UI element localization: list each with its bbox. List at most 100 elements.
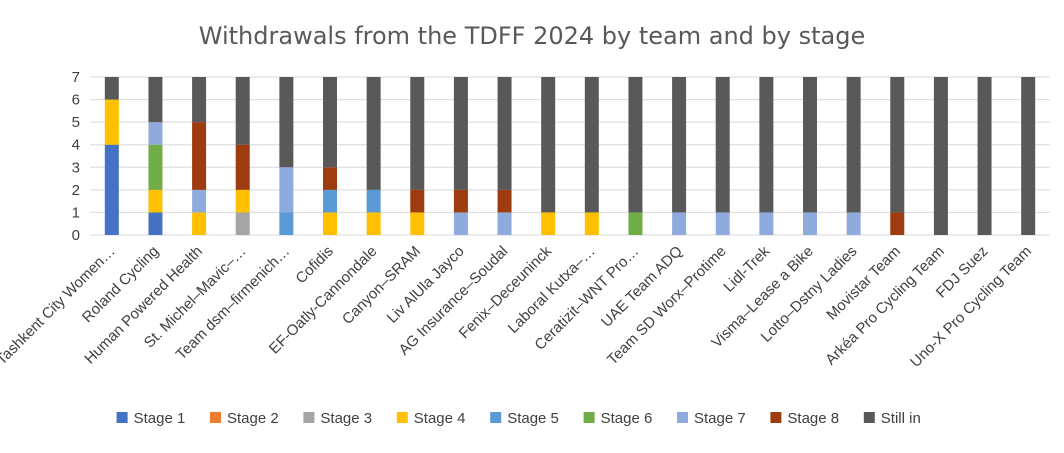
legend-swatch [490, 412, 502, 423]
legend-item: Stage 3 [303, 410, 372, 427]
bar-segment [235, 212, 250, 235]
bar-segment [497, 77, 512, 190]
y-axis-ticks: 0 1 2 3 4 5 6 7 [72, 69, 80, 244]
bar-segment [148, 189, 163, 213]
legend-label: Stage 5 [507, 410, 559, 427]
bar-segment [104, 77, 119, 100]
legend-item: Stage 8 [770, 410, 839, 427]
y-tick-label: 2 [72, 182, 80, 199]
bars [104, 77, 1036, 235]
bar-segment [541, 77, 556, 213]
bar-segment [366, 212, 381, 235]
bar-segment [323, 212, 337, 235]
bar-segment [279, 167, 294, 213]
bar-segment [803, 212, 817, 235]
x-tick-label: Liv AlUla Jayco [384, 243, 468, 327]
bar-segment [192, 122, 207, 190]
bar-segment [279, 77, 294, 168]
bar-segment [192, 212, 207, 235]
bar-segment [715, 212, 730, 235]
bar-segment [1021, 77, 1036, 235]
bar-segment [235, 144, 250, 190]
bar-segment [279, 212, 294, 235]
gridlines [90, 76, 1050, 236]
x-tick-label: Canyon–SRAM [339, 243, 424, 328]
bar-segment [672, 77, 687, 213]
bar-segment [366, 77, 381, 190]
bar-segment [323, 77, 337, 168]
x-tick-label: Roland Cycling [79, 243, 162, 326]
legend-item: Stage 4 [396, 410, 466, 427]
legend-label: Stage 7 [694, 410, 746, 427]
bar-segment [148, 144, 163, 190]
legend-label: Stage 8 [787, 410, 839, 427]
bar-segment [933, 77, 948, 235]
legend-swatch [303, 412, 315, 423]
bar-segment [584, 77, 599, 213]
bar-segment [453, 212, 468, 235]
legend-swatch [583, 412, 595, 423]
y-tick-label: 0 [72, 227, 80, 244]
bar-segment [846, 77, 861, 213]
legend-label: Stage 4 [414, 410, 466, 427]
bar-segment [497, 189, 512, 213]
y-tick-label: 3 [72, 159, 80, 176]
bar-segment [104, 144, 119, 235]
y-tick-label: 5 [72, 114, 80, 131]
bar-segment [541, 212, 556, 235]
legend-swatch [396, 412, 408, 423]
legend-label: Stage 3 [320, 410, 372, 427]
bar-segment [672, 212, 687, 235]
bar-segment [497, 212, 512, 235]
legend-item: Stage 2 [210, 410, 279, 427]
bar-segment [890, 77, 905, 213]
bar-segment [977, 77, 992, 235]
bar-segment [410, 77, 425, 190]
bar-segment [759, 77, 774, 213]
legend: Stage 1 Stage 2 Stage 3 Stage 4 Stage 5 Stage… [116, 410, 921, 427]
bar-segment [759, 212, 774, 235]
bar-segment [846, 212, 861, 235]
bar-segment [148, 122, 163, 145]
y-tick-label: 7 [72, 69, 80, 86]
legend-label: Stage 1 [134, 410, 186, 427]
legend-swatch [770, 412, 782, 423]
bar-segment [453, 189, 468, 213]
legend-swatch [677, 412, 688, 423]
legend-item: Stage 6 [583, 410, 653, 427]
bar-segment [453, 77, 468, 190]
legend-swatch [116, 412, 128, 423]
bar-segment [192, 77, 207, 123]
legend-item: Stage 5 [490, 410, 559, 427]
bar-segment [803, 77, 817, 213]
bar-segment [628, 77, 643, 213]
bar-segment [715, 77, 730, 213]
bar-segment [410, 212, 425, 235]
y-tick-label: 1 [72, 204, 80, 221]
y-tick-label: 4 [72, 137, 80, 154]
bar-segment [323, 189, 337, 213]
chart-title: Withdrawals from the TDFF 2024 by team a… [199, 22, 865, 50]
bar-segment [323, 167, 337, 190]
bar-segment [192, 189, 207, 213]
legend-item: Stage 7 [677, 410, 746, 427]
bar-segment [148, 77, 163, 123]
bar-segment [104, 99, 119, 145]
x-axis-ticks: Tashkent City Women…Roland CyclingHuman … [0, 242, 1035, 370]
legend-label: Stage 6 [601, 410, 653, 427]
legend-label: Stage 2 [227, 410, 279, 427]
y-tick-label: 6 [72, 92, 80, 109]
bar-segment [366, 189, 381, 213]
bar-segment [584, 212, 599, 235]
bar-segment [235, 77, 250, 145]
legend-item: Stage 1 [116, 410, 186, 427]
legend-item: Still in [863, 410, 921, 427]
bar-segment [410, 189, 425, 213]
legend-label: Still in [881, 410, 921, 427]
legend-swatch [210, 412, 221, 423]
bar-segment [890, 212, 905, 235]
bar-segment [148, 212, 163, 235]
bar-segment [628, 212, 643, 235]
legend-swatch [863, 412, 875, 423]
